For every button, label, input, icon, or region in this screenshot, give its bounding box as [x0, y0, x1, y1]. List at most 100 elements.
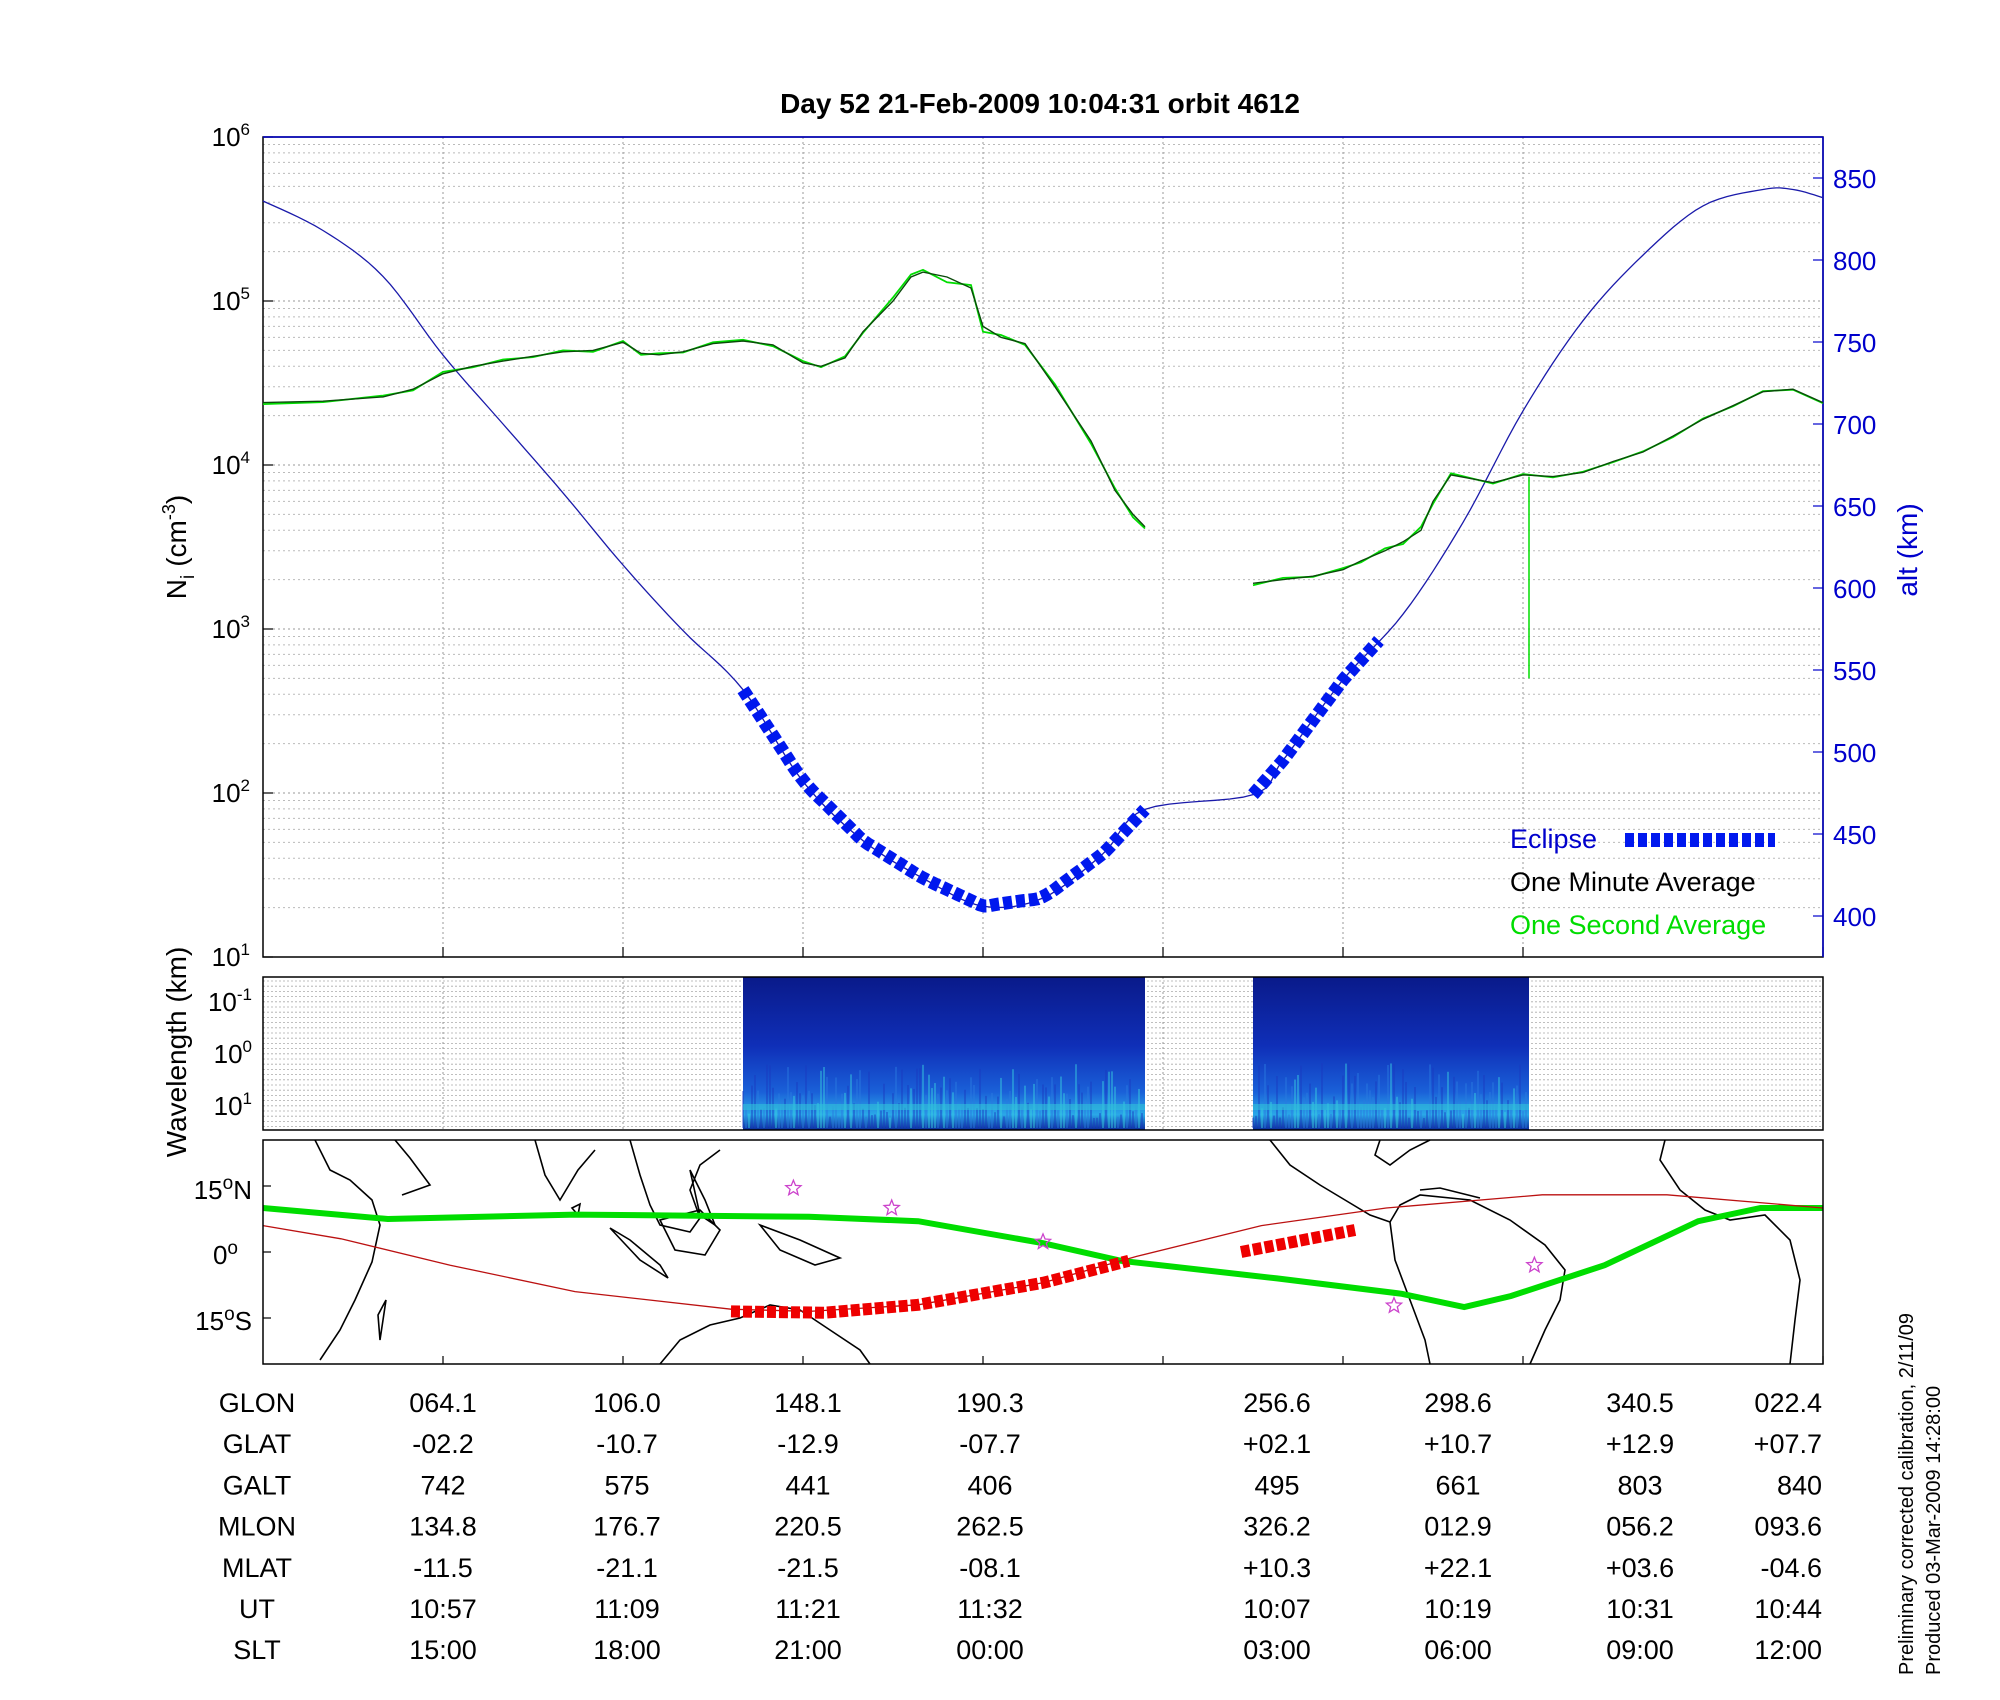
- table-cell: 18:00: [593, 1635, 661, 1665]
- table-cell: 262.5: [956, 1512, 1024, 1542]
- table-cell: +10.3: [1243, 1553, 1311, 1583]
- coastlines: [314, 1139, 1801, 1365]
- table-cell: 106.0: [593, 1388, 661, 1418]
- eclipse-segment: [737, 686, 1150, 913]
- orbit-table: GLON 064.1 106.0 148.1 190.3 256.6 298.6 340.5 0…: [218, 1388, 1822, 1665]
- left-y-axis: 101 102 103 104 105 106: [212, 120, 250, 972]
- y2-tick-label: 850: [1833, 164, 1876, 194]
- lat-tick-label: 15oS: [195, 1304, 252, 1336]
- table-cell: 056.2: [1606, 1512, 1674, 1542]
- table-cell: 022.4: [1754, 1388, 1822, 1418]
- coastline-caribbean: [1419, 1187, 1481, 1199]
- y2-tick-label: 650: [1833, 492, 1876, 522]
- legend-eclipse-label: Eclipse: [1510, 824, 1597, 854]
- table-cell: 15:00: [409, 1635, 477, 1665]
- table-cell: 441: [785, 1470, 830, 1500]
- top-panel: 101 102 103 104 105 106 Ni(cm-3) 400 450…: [159, 120, 1923, 972]
- one-minute-average-line: [262, 271, 1824, 584]
- table-cell: -07.7: [959, 1429, 1021, 1459]
- table-row-label: MLAT: [222, 1553, 292, 1583]
- top-panel-series: [262, 187, 1824, 913]
- station-star-marker: [1384, 1295, 1404, 1314]
- y2-tick-label: 450: [1833, 820, 1876, 850]
- table-cell: -11.5: [413, 1553, 473, 1583]
- table-cell: 406: [967, 1470, 1012, 1500]
- table-cell: -21.1: [596, 1553, 658, 1583]
- y2-axis-label: alt (km): [1892, 503, 1923, 596]
- y-tick-label: 103: [212, 612, 250, 644]
- table-cell: 012.9: [1424, 1512, 1492, 1542]
- table-cell: 340.5: [1606, 1388, 1674, 1418]
- y2-tick-label: 400: [1833, 902, 1876, 932]
- table-cell: -10.7: [596, 1429, 658, 1459]
- table-cell: 176.7: [593, 1512, 661, 1542]
- table-cell: 10:07: [1243, 1594, 1311, 1624]
- table-cell: 190.3: [956, 1388, 1024, 1418]
- y-tick-label: 104: [212, 448, 250, 480]
- coastline-philippines: [689, 1169, 717, 1228]
- map-series: [262, 1178, 1824, 1364]
- table-row-label: GLON: [219, 1388, 296, 1418]
- table-cell: 12:00: [1754, 1635, 1822, 1665]
- table-cell: 803: [1617, 1470, 1662, 1500]
- spectrogram-blocks: [742, 977, 1529, 1130]
- table-cell: 11:32: [957, 1594, 1023, 1624]
- coastline-borneo: [658, 1209, 722, 1256]
- table-cell: 10:44: [1754, 1594, 1822, 1624]
- y2-tick-label: 750: [1833, 328, 1876, 358]
- side-note-line1: Preliminary corrected calibration, 2/11/…: [1896, 1313, 1918, 1675]
- table-row-label: GALT: [223, 1470, 292, 1500]
- top-panel-grid: [263, 136, 1824, 958]
- spec-tick-label: 101: [214, 1089, 252, 1121]
- eclipse-segment: [1248, 636, 1384, 799]
- spectrogram-band: [1253, 1104, 1529, 1110]
- station-star-marker: [882, 1198, 901, 1216]
- table-cell: 148.1: [774, 1388, 842, 1418]
- table-cell: 326.2: [1243, 1512, 1311, 1542]
- table-cell: +07.7: [1754, 1429, 1822, 1459]
- coastline-madagascar: [377, 1299, 387, 1341]
- spectrogram-y-label: Wavelength (km): [161, 947, 192, 1158]
- table-cell: 840: [1777, 1470, 1822, 1500]
- spectrogram-y-axis: 10-1 100 101: [208, 985, 252, 1121]
- coastline-india: [534, 1139, 596, 1202]
- table-row-label: GLAT: [223, 1429, 292, 1459]
- coastline-sri-lanka: [570, 1202, 582, 1217]
- table-row-label: SLT: [233, 1635, 281, 1665]
- table-cell: 256.6: [1243, 1388, 1311, 1418]
- station-star-marker: [1033, 1232, 1053, 1250]
- table-cell: 06:00: [1424, 1635, 1492, 1665]
- side-note: Preliminary corrected calibration, 2/11/…: [1896, 1313, 1945, 1675]
- coastline-central-america: [1269, 1139, 1391, 1223]
- coastline-sumatra: [609, 1227, 669, 1279]
- y-axis-label: Ni(cm-3): [159, 495, 199, 599]
- coastline-arabia: [394, 1139, 432, 1196]
- table-cell: +02.1: [1243, 1429, 1311, 1459]
- right-y-axis: 400 450 500 550 600 650 700 750 800 850: [1833, 164, 1876, 932]
- table-cell: 10:57: [409, 1594, 477, 1624]
- legend-minute-label: One Minute Average: [1510, 867, 1756, 897]
- coastline-west-africa: [1659, 1139, 1801, 1365]
- table-cell: 11:21: [775, 1594, 841, 1624]
- coastline-australia: [659, 1304, 871, 1365]
- coastline-new-guinea: [757, 1223, 843, 1266]
- table-cell: 09:00: [1606, 1635, 1674, 1665]
- spectrogram-frame: [262, 976, 1824, 1131]
- table-cell: +12.9: [1606, 1429, 1674, 1459]
- spec-tick-label: 10-1: [208, 985, 252, 1017]
- table-cell: 10:19: [1424, 1594, 1492, 1624]
- y2-tick-label: 500: [1833, 738, 1876, 768]
- legend: Eclipse One Minute Average One Second Av…: [1510, 824, 1775, 940]
- map-frame: [262, 1139, 1824, 1365]
- table-cell: 220.5: [774, 1512, 842, 1542]
- side-note-line2: Produced 03-Mar-2009 14:28:00: [1923, 1386, 1945, 1675]
- coastline-north-america: [1374, 1139, 1431, 1166]
- station-star-marker: [784, 1178, 803, 1197]
- table-cell: 10:31: [1606, 1594, 1674, 1624]
- y-tick-label: 101: [212, 940, 250, 972]
- magnetic-equator-line: [262, 1194, 1824, 1313]
- legend-second-label: One Second Average: [1510, 910, 1766, 940]
- map-panel: 15oN 0o 15oS: [194, 1139, 1824, 1365]
- table-cell: 00:00: [956, 1635, 1024, 1665]
